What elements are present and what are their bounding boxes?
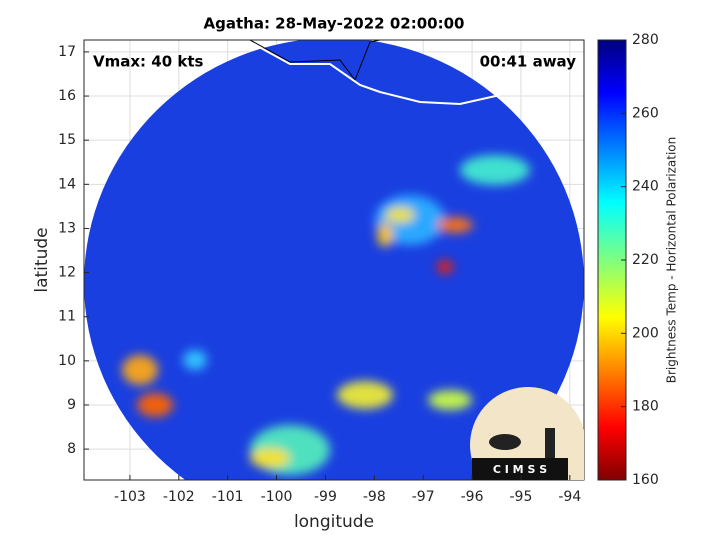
- colorbar-tick-label: 200: [632, 325, 659, 341]
- colorbar-tick-label: 180: [632, 399, 659, 415]
- x-tick-label: -102: [163, 489, 195, 505]
- y-tick-label: 14: [58, 176, 76, 192]
- swath: [84, 40, 584, 480]
- y-tick-label: 9: [67, 397, 76, 413]
- colorbar-tick-label: 220: [632, 252, 659, 268]
- vmax-label: Vmax: 40 kts: [93, 53, 203, 71]
- title: Agatha: 28-May-2022 02:00:00: [204, 15, 465, 33]
- x-tick-label: -97: [412, 489, 435, 505]
- y-tick-label: 13: [58, 220, 76, 236]
- y-tick-label: 10: [58, 353, 76, 369]
- y-tick-label: 17: [58, 44, 76, 60]
- y-tick-label: 12: [58, 265, 76, 281]
- y-axis-label: latitude: [32, 227, 52, 292]
- x-tick-label: -95: [510, 489, 533, 505]
- colorbar-tick-label: 260: [632, 105, 659, 121]
- x-axis-label: longitude: [294, 512, 374, 532]
- x-tick-label: -103: [114, 489, 146, 505]
- x-tick-label: -100: [261, 489, 293, 505]
- colorbar-label: Brightness Temp - Horizontal Polarizatio…: [665, 137, 679, 384]
- x-tick-label: -96: [461, 489, 484, 505]
- x-tick-label: -94: [558, 489, 581, 505]
- swath-disc: [84, 40, 584, 480]
- time-away: 00:41 away: [480, 53, 577, 71]
- y-tick-label: 15: [58, 132, 76, 148]
- y-tick-label: 11: [58, 309, 76, 325]
- y-tick-label: 16: [58, 88, 76, 104]
- logo-text: C I M S S: [493, 463, 547, 476]
- axes-frame: [83, 39, 585, 481]
- logo: C I M S S: [470, 387, 584, 480]
- colorbar-tick-label: 280: [632, 32, 659, 48]
- colorbar-tick-label: 160: [632, 472, 659, 488]
- y-tick-label: 8: [67, 441, 76, 457]
- convection: [122, 155, 530, 475]
- x-tick-label: -99: [314, 489, 337, 505]
- x-tick-label: -101: [212, 489, 244, 505]
- x-tick-label: -98: [363, 489, 386, 505]
- colorbar-tick-label: 240: [632, 179, 659, 195]
